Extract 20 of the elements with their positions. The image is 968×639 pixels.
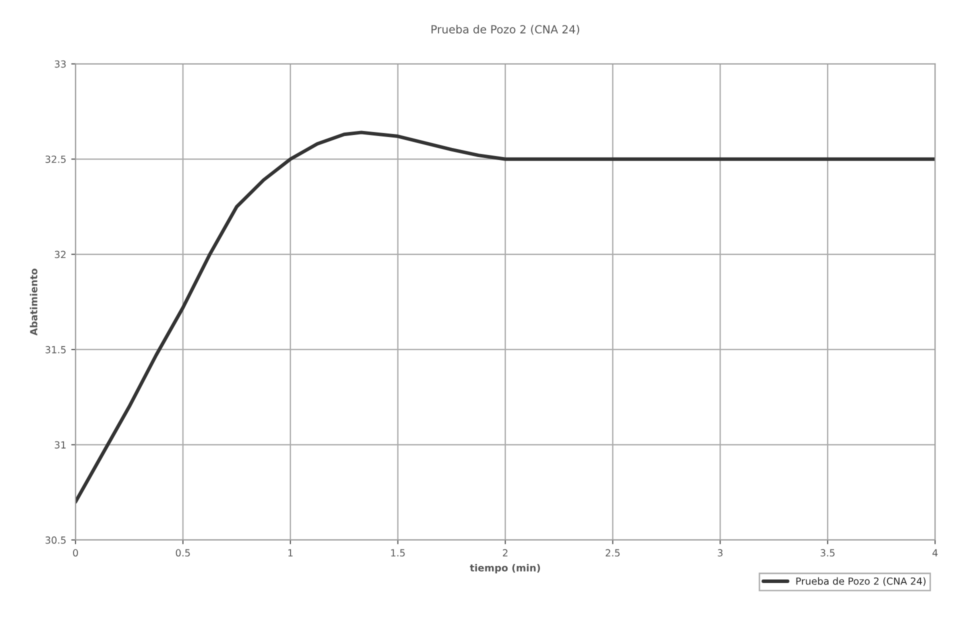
- x-axis-title: tiempo (min): [470, 564, 540, 574]
- y-tick-label: 32: [54, 250, 66, 258]
- x-tick-label: 4: [932, 549, 938, 556]
- y-axis-title: Abatimiento: [30, 268, 38, 336]
- x-tick-label: 3.5: [820, 549, 835, 557]
- y-tick-label: 31.5: [46, 346, 66, 354]
- x-tick-label: 1: [288, 549, 293, 556]
- x-tick-label: 2: [502, 549, 508, 556]
- y-tick-label: 31: [54, 441, 66, 449]
- chart-title: Prueba de Pozo 2 (CNA 24): [432, 24, 580, 35]
- x-tick-label: 2.5: [606, 549, 620, 557]
- legend-label: Prueba de Pozo 2 (CNA 24): [796, 577, 926, 586]
- y-tick-label: 30.5: [46, 536, 66, 544]
- x-tick-label: 3: [718, 549, 723, 557]
- x-tick-label: 0: [73, 549, 78, 557]
- y-tick-label: 33: [54, 60, 66, 68]
- x-tick-label: 0.5: [176, 549, 190, 557]
- x-tick-label: 1.5: [391, 549, 405, 557]
- y-tick-label: 32.5: [46, 156, 66, 163]
- line-series: [76, 130, 936, 504]
